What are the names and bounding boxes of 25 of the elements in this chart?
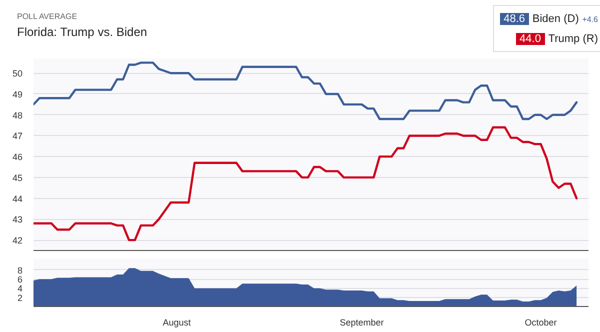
y-tick-label: 46 xyxy=(12,152,23,162)
y-tick-label: 47 xyxy=(12,131,23,142)
chart-title: Florida: Trump vs. Biden xyxy=(17,24,148,42)
y-tick-label: 8 xyxy=(17,265,23,276)
y-tick-label: 6 xyxy=(17,274,23,285)
y-tick-label: 43 xyxy=(12,214,23,225)
line-series xyxy=(34,62,578,120)
y-tick-label: 49 xyxy=(12,89,23,100)
y-tick-label: 50 xyxy=(12,68,23,79)
legend-label: Trump (R) xyxy=(548,32,598,45)
y-tick-label: 2 xyxy=(17,292,23,303)
line-series xyxy=(34,126,578,242)
y-tick-label: 48 xyxy=(12,110,23,120)
y-tick-label: 45 xyxy=(12,172,23,183)
x-tick-label: September xyxy=(340,318,384,328)
chart-subtitle: POLL AVERAGE xyxy=(17,11,78,22)
y-tick-label: 44 xyxy=(12,194,23,204)
x-tick-label: August xyxy=(162,318,192,328)
y-tick-label: 42 xyxy=(12,236,23,246)
text: 48.6 xyxy=(500,13,530,25)
legend-label: Biden (D) xyxy=(532,13,579,25)
text: +4.6 xyxy=(582,15,598,24)
text: 44.0 xyxy=(516,32,545,45)
x-tick-label: October xyxy=(524,318,557,328)
y-tick-label: 4 xyxy=(17,284,23,294)
